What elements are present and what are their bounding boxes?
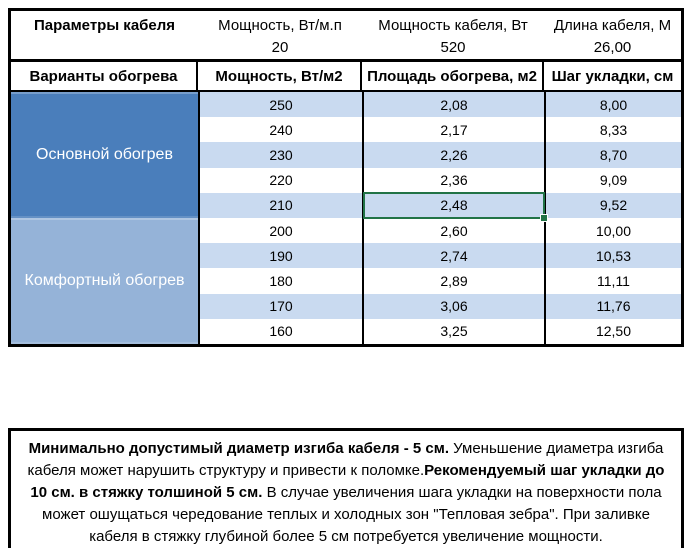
note-text: Минимально допустимый диаметр изгиба каб… <box>20 438 672 548</box>
cell-area[interactable]: 2,60 <box>364 217 546 244</box>
cell-step[interactable]: 11,11 <box>597 272 630 289</box>
table-row: 160 3,25 12,50 <box>200 318 681 344</box>
header-step[interactable]: Шаг укладки, см <box>551 67 674 85</box>
table-row: 210 2,48 9,52 <box>200 191 681 222</box>
cell-power[interactable]: 160 <box>200 318 364 344</box>
cell-power[interactable]: 250 <box>200 92 364 118</box>
cell-step[interactable]: 8,00 <box>546 92 681 118</box>
header-power[interactable]: Мощность, Вт/м2 <box>198 62 362 90</box>
cell-step[interactable]: 8,70 <box>546 142 681 168</box>
section-cell-comfort-heating[interactable]: Комфортный обогрев <box>11 218 198 344</box>
note-segment-bold-2: Рекомендуемый шаг укладки до 10 см. в ст… <box>30 462 665 501</box>
cell-step[interactable]: 10,00 <box>595 222 632 239</box>
note-segment-regular-1: Уменьшение диаметра изгиба кабеля может … <box>27 440 664 479</box>
params-title[interactable]: Параметры кабеля <box>33 17 176 34</box>
param-value-cable-length[interactable]: 26,00 <box>593 38 632 56</box>
param-label-power-per-m[interactable]: Мощность, Вт/м.п <box>218 17 342 34</box>
header-area[interactable]: Площадь обогрева, м2 <box>362 62 544 90</box>
table-row: 170 3,06 11,76 <box>200 293 681 319</box>
data-area: Основной обогрев Комфортный обогрев 250 … <box>11 92 681 344</box>
cell-area[interactable]: 3,25 <box>364 318 546 344</box>
cable-parameters-table: Параметры кабеля Мощность, Вт/м.п Мощнос… <box>8 8 684 347</box>
table-row: 220 2,36 9,09 <box>200 167 681 193</box>
param-value-cable-power[interactable]: 520 <box>440 38 466 56</box>
cell-step[interactable]: 12,50 <box>595 323 632 340</box>
cell-step[interactable]: 10,53 <box>546 243 681 269</box>
cell-step[interactable]: 11,76 <box>546 293 681 319</box>
table-row: 190 2,74 10,53 <box>200 243 681 269</box>
cell-area[interactable]: 2,26 <box>364 142 546 168</box>
cell-power[interactable]: 210 <box>200 192 364 218</box>
cell-power[interactable]: 180 <box>200 268 364 294</box>
cell-power[interactable]: 200 <box>200 217 364 244</box>
cell-step[interactable]: 8,33 <box>599 121 628 138</box>
cell-power[interactable]: 220 <box>200 167 364 193</box>
cell-area[interactable]: 2,36 <box>364 167 546 193</box>
cell-step[interactable]: 9,52 <box>546 192 681 218</box>
data-rows: 250 2,08 8,00 240 2,17 8,33 230 2,26 8,7… <box>200 92 681 344</box>
cell-area[interactable]: 2,08 <box>364 92 546 118</box>
table-row: 230 2,26 8,70 <box>200 142 681 168</box>
cell-power[interactable]: 240 <box>200 117 364 143</box>
cell-area[interactable]: 2,74 <box>364 243 546 269</box>
param-label-cable-length[interactable]: Длина кабеля, М <box>553 17 672 34</box>
cell-area[interactable]: 2,17 <box>364 117 546 143</box>
section-cell-main-heating[interactable]: Основной обогрев <box>11 92 198 218</box>
cell-area[interactable]: 3,06 <box>364 293 546 319</box>
cell-power[interactable]: 190 <box>200 243 364 269</box>
param-label-cable-power[interactable]: Мощность кабеля, Вт <box>378 17 528 34</box>
note-segment-regular-2: В случае увеличения шага укладки на пове… <box>42 484 662 545</box>
cell-step[interactable]: 9,09 <box>599 172 628 189</box>
selected-cell-area[interactable]: 2,48 <box>363 191 548 222</box>
table-row: 200 2,60 10,00 <box>200 217 681 244</box>
fill-handle[interactable] <box>540 213 548 222</box>
cell-area[interactable]: 2,89 <box>364 268 546 294</box>
section-column: Основной обогрев Комфортный обогрев <box>11 92 200 344</box>
param-value-power-per-m[interactable]: 20 <box>271 38 289 56</box>
table-row: 180 2,89 11,11 <box>200 268 681 294</box>
table-row: 240 2,17 8,33 <box>200 117 681 143</box>
header-variants[interactable]: Варианты обогрева <box>11 62 198 90</box>
cell-power[interactable]: 170 <box>200 293 364 319</box>
table-row: 250 2,08 8,00 <box>200 92 681 118</box>
selected-cell-value: 2,48 <box>440 197 468 214</box>
cell-power[interactable]: 230 <box>200 142 364 168</box>
params-header-section: Параметры кабеля Мощность, Вт/м.п Мощнос… <box>11 11 681 62</box>
note-segment-bold-1: Минимально допустимый диаметр изгиба каб… <box>28 440 454 457</box>
note-box: Минимально допустимый диаметр изгиба каб… <box>8 428 684 548</box>
column-header-row: Варианты обогрева Мощность, Вт/м2 Площад… <box>11 62 681 92</box>
